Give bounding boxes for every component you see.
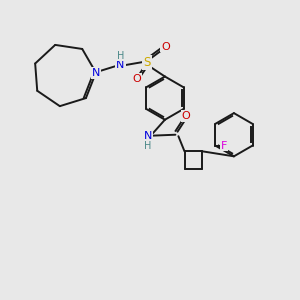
Text: N: N [116, 60, 125, 70]
Text: O: O [182, 111, 190, 121]
Text: O: O [132, 74, 141, 84]
Text: F: F [220, 140, 227, 151]
Text: N: N [144, 131, 153, 141]
Text: S: S [143, 56, 151, 69]
Text: H: H [117, 50, 124, 61]
Text: N: N [92, 68, 100, 78]
Text: O: O [161, 41, 170, 52]
Text: H: H [144, 141, 152, 151]
